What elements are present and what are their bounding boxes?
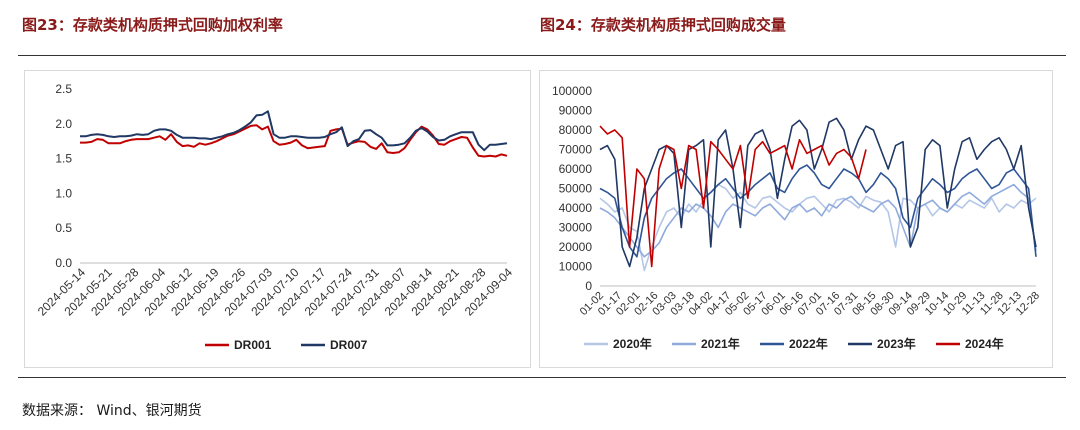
top-divider <box>18 55 1066 56</box>
volume-chart-panel: 0 10000 20000 30000 40000 50000 60000 70000 8000… <box>539 70 1053 368</box>
rate-line-chart: 0.00.51.01.52.02.52024-05-142024-05-2120… <box>35 82 516 352</box>
y-tick-label: 2.5 <box>55 82 72 96</box>
y-tick-label: 30000 <box>559 221 593 235</box>
y-tick-label: 0.5 <box>55 221 72 235</box>
y-tick-label: 1.0 <box>55 186 72 200</box>
series-line-2022年 <box>599 164 1037 258</box>
legend-label: DR007 <box>330 338 368 352</box>
rate-chart-panel: 0.0 0.5 1.0 1.5 2.0 2.5 2024-05-14 2024-05-21 20… <box>24 70 531 368</box>
y-tick-label: 70000 <box>559 143 593 157</box>
y-tick-label: 80000 <box>559 123 593 137</box>
y-tick-label: 100000 <box>552 84 592 98</box>
bottom-divider <box>18 377 1066 378</box>
legend-label: 2023年 <box>877 336 916 351</box>
data-source-note: 数据来源： Wind、银河期货 <box>22 403 202 419</box>
series-line-2023年 <box>599 117 1037 268</box>
series-line-2020年 <box>599 183 1037 272</box>
y-tick-label: 0 <box>585 279 592 293</box>
series-line-2021年 <box>599 183 1037 258</box>
legend-label: 2021年 <box>701 336 740 351</box>
y-tick-label: 60000 <box>559 162 593 176</box>
y-tick-label: 0.0 <box>55 256 72 270</box>
y-tick-label: 50000 <box>559 182 593 196</box>
y-tick-label: 2.0 <box>55 117 72 131</box>
legend-label: DR001 <box>234 338 272 352</box>
y-tick-label: 20000 <box>559 240 593 254</box>
legend-label: 2022年 <box>789 336 828 351</box>
y-tick-label: 10000 <box>559 260 593 274</box>
legend-label: 2020年 <box>613 336 652 351</box>
volume-line-chart: 0 10000 20000 30000 40000 50000 60000 70000 8000… <box>552 84 1042 351</box>
left-chart-title: 图23：存款类机构质押式回购加权利率 <box>22 16 283 34</box>
y-tick-label: 40000 <box>559 201 593 215</box>
right-chart-title: 图24：存款类机构质押式回购成交量 <box>540 16 786 34</box>
y-tick-label: 90000 <box>559 104 593 118</box>
legend-label: 2024年 <box>965 336 1004 351</box>
series-line-DR007 <box>80 110 508 152</box>
series-line-2024年 <box>599 125 867 268</box>
y-tick-label: 1.5 <box>55 152 72 166</box>
